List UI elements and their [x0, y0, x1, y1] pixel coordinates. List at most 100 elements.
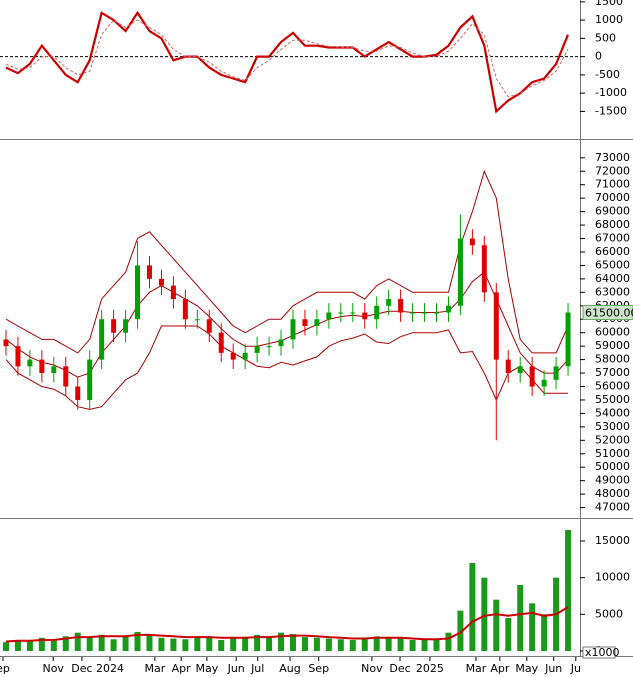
candle-body: [27, 359, 33, 367]
y-tick-label: 69000: [595, 205, 630, 218]
y-tick-label: 50000: [595, 460, 630, 473]
volume-bar: [266, 636, 273, 651]
x-tick-label: 2025: [416, 662, 444, 675]
volume-bar: [242, 637, 249, 651]
candle-body: [505, 359, 511, 374]
x-tick-label: Jul: [250, 662, 264, 675]
candle-body: [350, 312, 356, 314]
y-tick-label: 51000: [595, 447, 630, 460]
volume-bar: [313, 637, 320, 651]
candle-body: [433, 312, 439, 314]
x-tick-label: Aug: [279, 662, 300, 675]
candle-body: [422, 312, 428, 314]
volume-bar: [122, 636, 129, 651]
volume-bar: [182, 639, 189, 651]
volume-bar: [74, 632, 81, 651]
volume-bar: [421, 639, 428, 651]
y-tick-label: 73000: [595, 151, 630, 164]
volume-bar: [2, 642, 9, 651]
volume-bar: [337, 639, 344, 651]
volume-bar: [278, 632, 285, 651]
x-tick-label: May: [196, 662, 219, 675]
y-tick-label: 70000: [595, 191, 630, 204]
candle-body: [218, 332, 224, 353]
candle-body: [99, 319, 105, 360]
candle-body: [39, 359, 45, 374]
candle-body: [230, 352, 236, 360]
y-tick-label: 15000: [595, 534, 630, 547]
x-tick-label: Dec: [71, 662, 92, 675]
volume-bar: [218, 640, 225, 651]
candle-body: [362, 312, 368, 320]
candle-body: [135, 265, 141, 320]
y-tick-label: 55000: [595, 393, 630, 406]
x-tick-label: Jun: [544, 662, 562, 675]
volume-bar: [86, 637, 93, 651]
candle-body: [170, 285, 176, 300]
volume-bar: [373, 636, 380, 651]
y-tick-label: 52000: [595, 433, 630, 446]
volume-bar: [565, 530, 572, 651]
candle-body: [565, 312, 571, 367]
y-tick-label: 49000: [595, 474, 630, 487]
candle-body: [51, 366, 57, 374]
candle-body: [374, 305, 380, 320]
candle-body: [326, 312, 332, 320]
volume-bar: [26, 641, 33, 651]
candle-body: [158, 278, 164, 286]
candle-body: [146, 265, 152, 279]
y-tick-label: 47000: [595, 501, 630, 514]
volume-bar: [409, 640, 416, 651]
y-tick-label: 48000: [595, 487, 630, 500]
volume-bar: [469, 563, 476, 651]
indicator-line: [5, 10, 570, 114]
candle-body: [398, 299, 404, 313]
y-tick-label: 66000: [595, 245, 630, 258]
price-label-box: [582, 305, 633, 321]
volume-bar: [98, 634, 105, 651]
unit-label: x1000: [585, 646, 620, 659]
x-tick-label: ep: [0, 662, 10, 675]
x-tick-label: Apr: [490, 662, 510, 675]
candle-body: [15, 346, 21, 367]
y-tick-label: 500: [595, 31, 616, 44]
volume-bar: [301, 637, 308, 651]
volume-bar: [289, 634, 296, 651]
volume-bar: [110, 639, 117, 651]
candle-body: [75, 386, 81, 400]
volume-bar: [50, 640, 57, 651]
candle-body: [338, 312, 344, 314]
candle-body: [182, 299, 188, 320]
band-line: [5, 325, 568, 410]
volume-bar: [361, 637, 368, 651]
candle-body: [493, 292, 499, 360]
volume-bar: [158, 637, 165, 651]
volume-bar: [206, 637, 213, 651]
candle-body: [63, 366, 69, 387]
y-tick-label: 56000: [595, 380, 630, 393]
x-tick-label: Nov: [361, 662, 383, 675]
y-tick-label: 54000: [595, 406, 630, 419]
y-tick-label: 58000: [595, 353, 630, 366]
volume-bar: [481, 577, 488, 651]
candle-body: [410, 312, 416, 314]
volume-bar: [170, 638, 177, 651]
y-tick-label: 71000: [595, 178, 630, 191]
volume-bar: [397, 638, 404, 651]
candle-body: [481, 245, 487, 293]
candle-body: [469, 238, 475, 246]
unit-box: [582, 646, 616, 659]
y-tick-label: 1500: [595, 0, 623, 8]
volume-bar: [493, 599, 500, 651]
candle-body: [517, 366, 523, 374]
band-line: [5, 169, 569, 354]
y-tick-label: -500: [595, 68, 620, 81]
volume-bar: [62, 636, 69, 651]
y-tick-label: 64000: [595, 272, 630, 285]
candle-body: [266, 346, 272, 348]
candle-body: [254, 346, 260, 353]
y-tick-label: 10000: [595, 571, 630, 584]
candle-body: [553, 366, 559, 380]
